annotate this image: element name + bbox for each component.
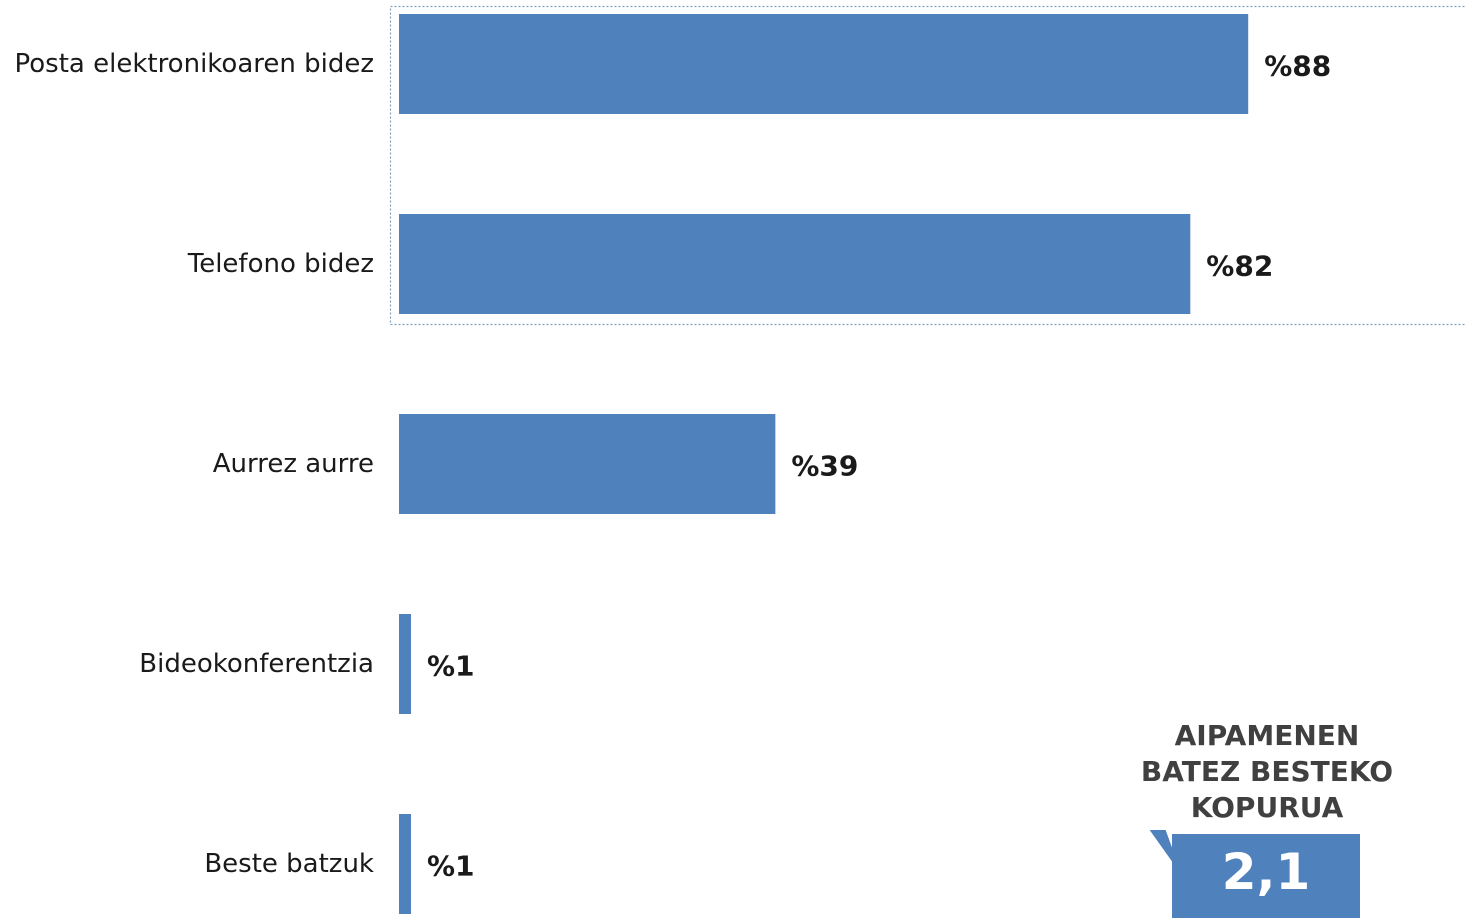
callout-value: 2,1 xyxy=(1221,843,1311,901)
category-label-2: Aurrez aurre xyxy=(213,449,374,479)
bars-group: Posta elektronikoaren bidez %88 Telefono b… xyxy=(15,14,1331,914)
callout-title: AIPAMENEN BATEZ BESTEKO KOPURUA xyxy=(1140,719,1394,824)
value-label-1: %82 xyxy=(1206,250,1273,283)
value-label-0: %88 xyxy=(1264,50,1331,83)
category-label-0: Posta elektronikoaren bidez xyxy=(15,49,375,79)
value-label-2: %39 xyxy=(791,450,858,483)
highlight-frame xyxy=(389,5,1465,326)
callout-box xyxy=(1172,834,1360,918)
value-label-3: %1 xyxy=(427,650,475,683)
average-mentions-callout: AIPAMENEN BATEZ BESTEKO KOPURUA 2,1 xyxy=(1140,716,1394,918)
category-label-3: Bideokonferentzia xyxy=(139,649,374,679)
bar-4 xyxy=(399,814,411,914)
bar-1 xyxy=(399,214,1191,314)
bar-3 xyxy=(399,614,411,714)
value-label-4: %1 xyxy=(427,850,475,883)
bar-0 xyxy=(399,14,1249,114)
category-label-4: Beste batzuk xyxy=(204,849,374,879)
bar-2 xyxy=(399,414,776,514)
category-label-1: Telefono bidez xyxy=(187,249,374,279)
